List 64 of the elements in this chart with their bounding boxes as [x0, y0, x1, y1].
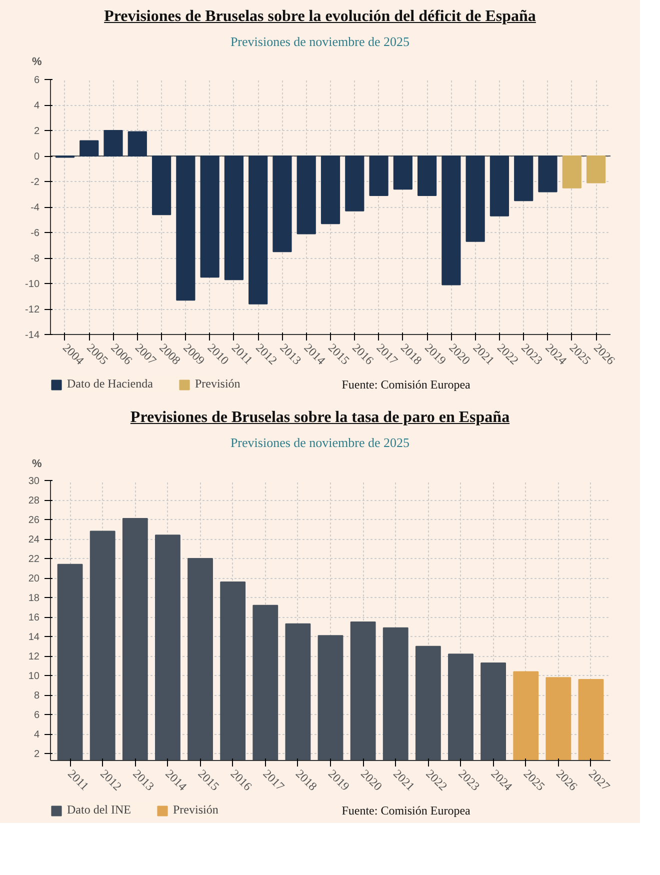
y-tick-label: 16	[28, 612, 40, 624]
bar	[345, 156, 364, 212]
y-tick-label: 0	[34, 152, 40, 163]
y-tick-label: -2	[30, 177, 40, 188]
y-tick-label: 2	[34, 749, 40, 760]
x-tick-label: 2027	[586, 766, 613, 794]
y-tick-label: 28	[28, 496, 40, 507]
x-tick-label: 2017	[374, 340, 401, 368]
y-tick-label: 14	[28, 632, 40, 644]
chart-title: Previsiones de Bruselas sobre la evolución del déficit de España	[103, 7, 537, 27]
y-tick-label: 10	[28, 671, 40, 682]
bar	[152, 156, 172, 216]
bar	[514, 156, 534, 202]
y-tick-label: 4	[34, 100, 40, 112]
y-tick-label: 24	[28, 534, 40, 546]
chart-subtitle: Previsiones de noviembre de 2025	[229, 434, 411, 452]
y-tick-label: 22	[28, 554, 40, 566]
chart-subtitle: Previsiones de noviembre de 2025	[229, 32, 411, 51]
chart-title: Previsiones de Bruselas sobre la tasa de paro en España	[129, 408, 511, 428]
y-tick-label: -14	[25, 330, 40, 342]
bar	[296, 156, 316, 234]
bar	[248, 156, 268, 305]
x-tick-label: 2017	[260, 766, 288, 794]
x-tick-label: 2007	[132, 340, 160, 368]
bar	[200, 156, 220, 278]
y-tick-label: 26	[28, 515, 40, 526]
bar	[104, 130, 123, 157]
legend-label: Previsión	[172, 802, 218, 818]
y-tick-label: 12	[28, 652, 40, 663]
bar	[272, 156, 292, 252]
legend-label: Previsión	[194, 376, 240, 392]
y-tick-label: 30	[28, 476, 40, 488]
y-axis-title: %	[32, 55, 43, 70]
bar	[490, 156, 510, 217]
bar	[80, 140, 99, 157]
bar	[562, 156, 582, 188]
legend-label: Dato del INE	[67, 802, 131, 818]
bar	[369, 156, 388, 196]
y-tick-label: 18	[28, 593, 40, 604]
bar	[224, 156, 244, 280]
legend-label: Dato de Hacienda	[67, 376, 153, 392]
y-tick-label: 6	[34, 75, 40, 86]
y-tick-label: -12	[25, 304, 40, 316]
bar	[393, 156, 412, 190]
y-tick-label: -4	[30, 202, 40, 214]
source-note: Fuente: Comisión Europea	[342, 804, 472, 818]
y-tick-label: -6	[30, 228, 40, 240]
y-tick-label: -10	[25, 279, 40, 290]
bar	[442, 156, 461, 286]
bar	[586, 156, 606, 184]
y-tick-label: 4	[34, 730, 40, 741]
y-tick-label: -8	[30, 254, 40, 265]
bar	[418, 156, 437, 196]
y-tick-label: 6	[34, 710, 40, 722]
y-tick-label: 20	[28, 574, 40, 585]
bar	[320, 156, 340, 224]
y-tick-label: 2	[34, 126, 40, 138]
bar	[176, 156, 196, 301]
bar	[128, 131, 147, 157]
bar	[538, 156, 558, 192]
y-axis-title: %	[32, 456, 43, 472]
bar	[466, 156, 485, 242]
source-note: Fuente: Comisión Europea	[342, 378, 472, 392]
y-tick-label: 8	[34, 690, 40, 702]
